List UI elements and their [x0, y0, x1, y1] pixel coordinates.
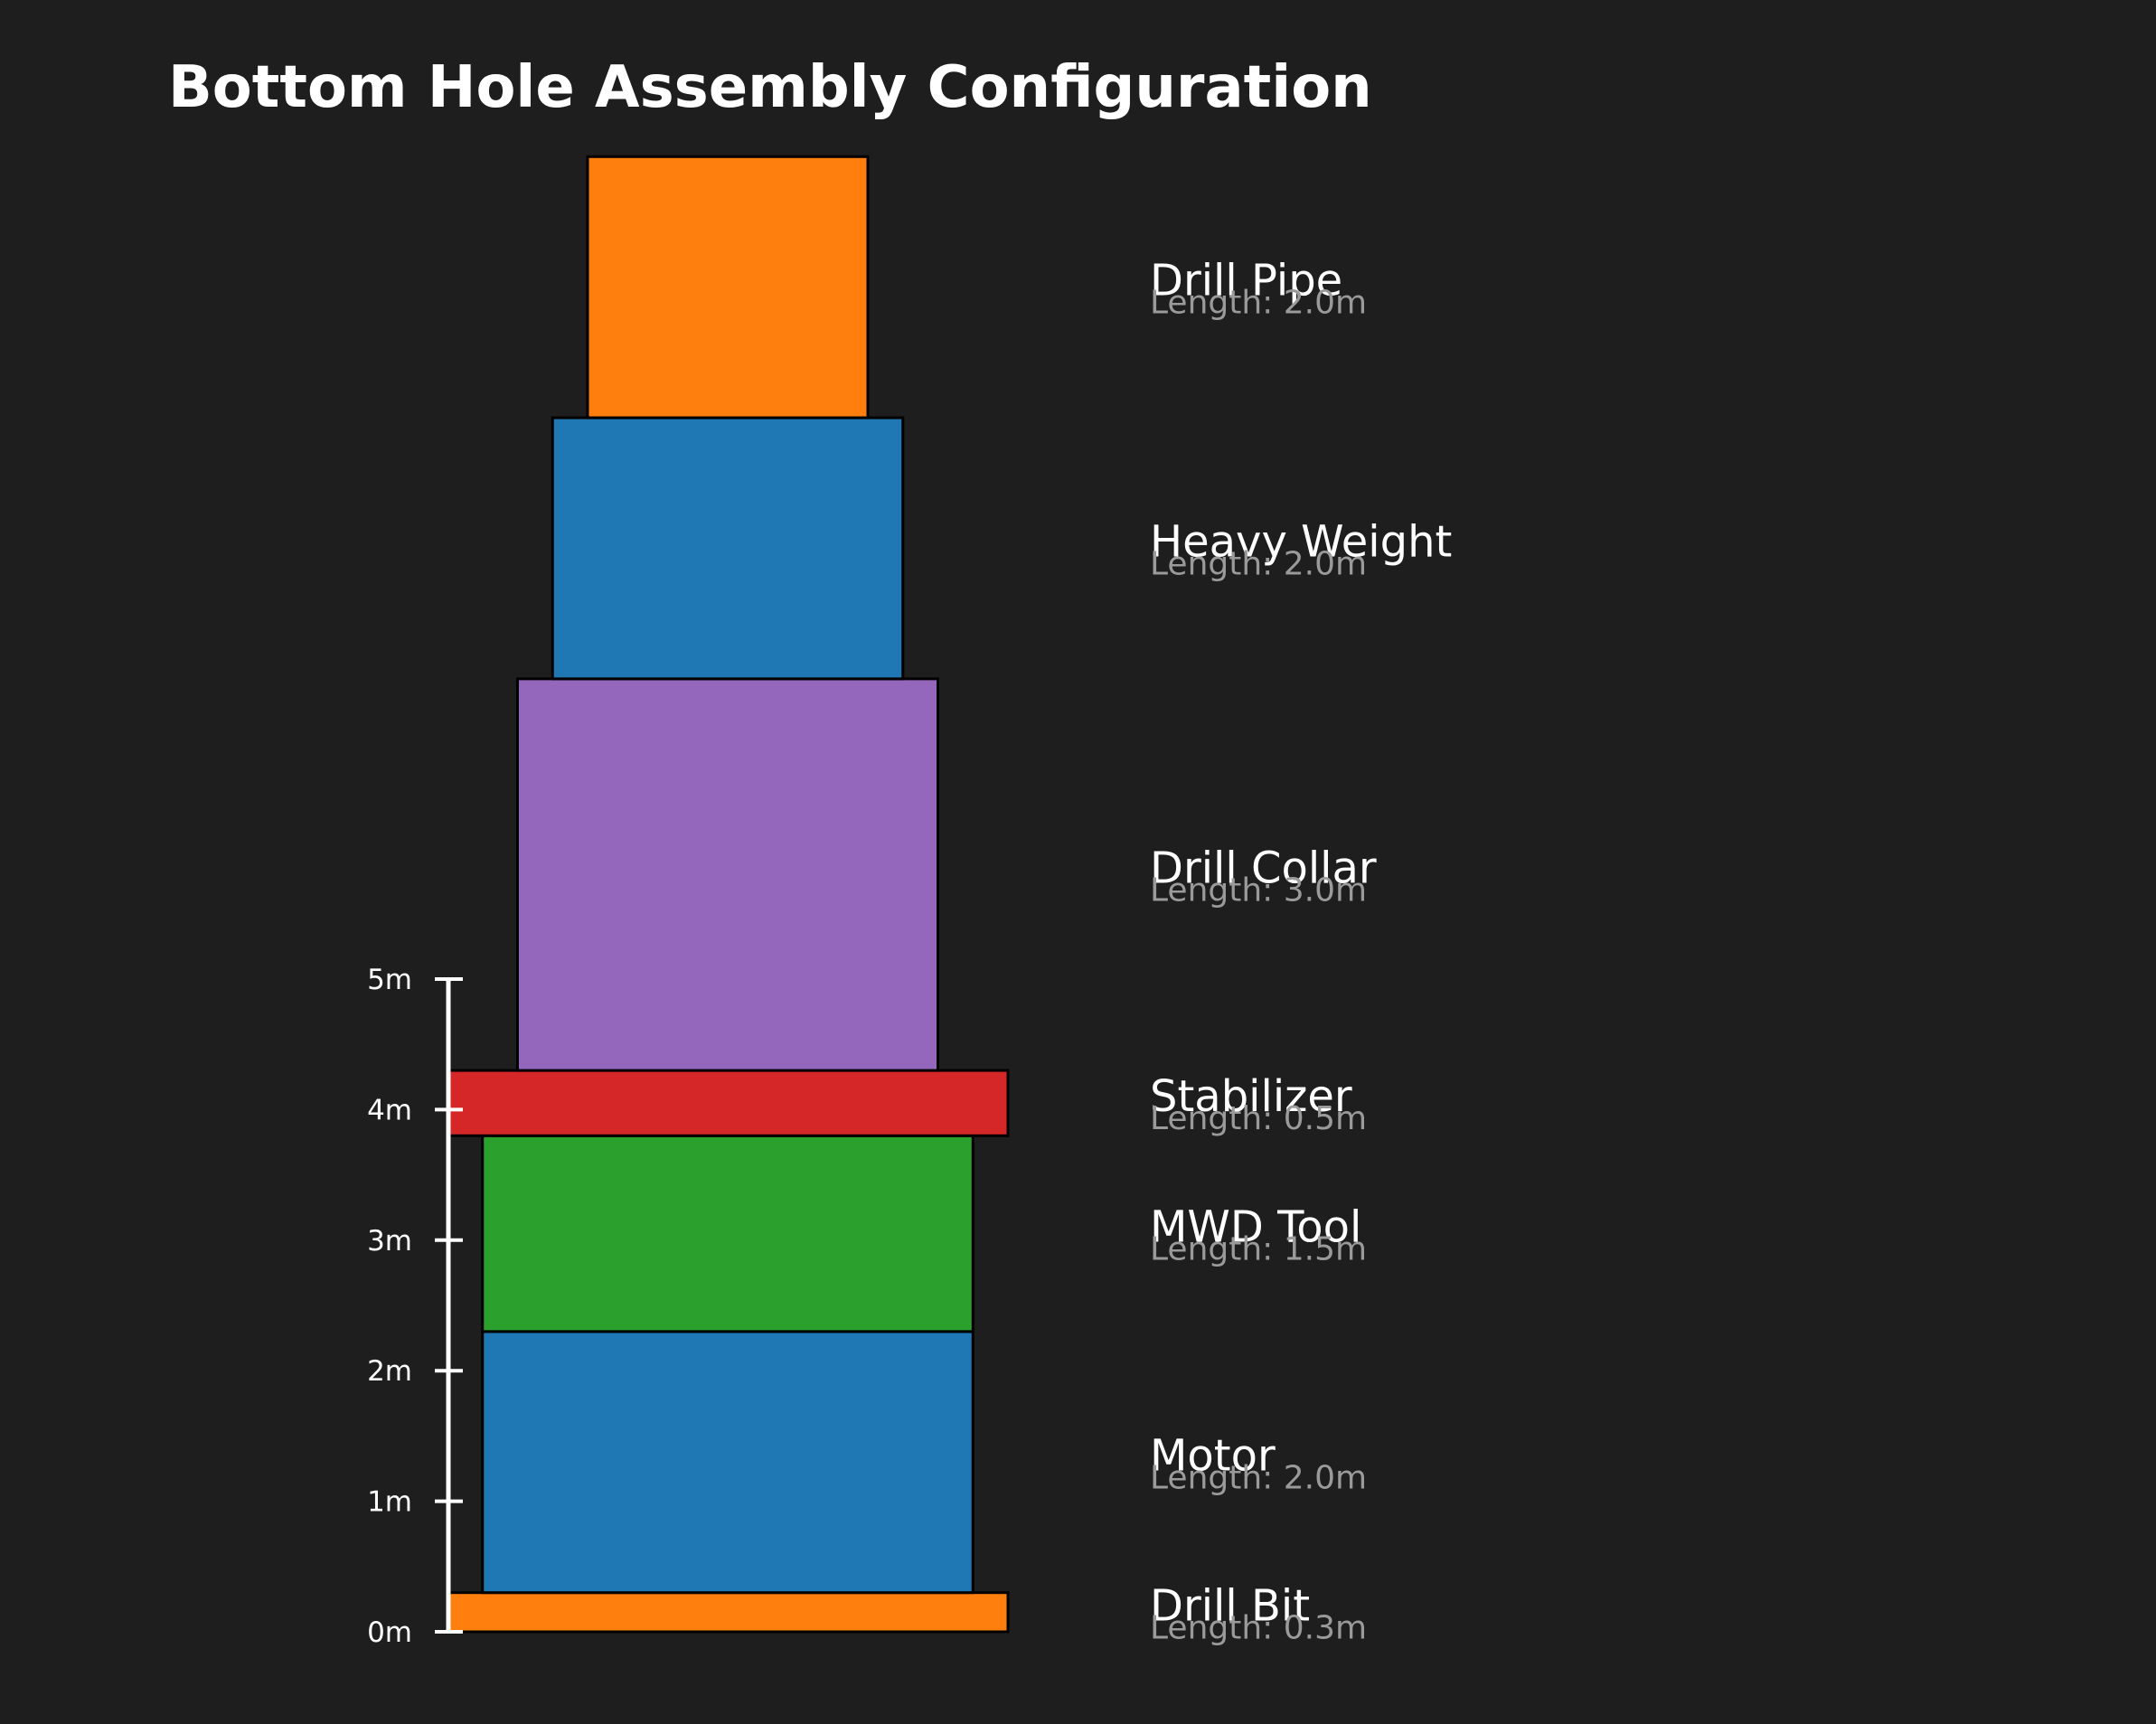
- label-drill-collar: Drill Collar: [1150, 843, 1377, 893]
- label-drill-bit: Drill Bit: [1150, 1580, 1310, 1631]
- length-mwd-tool: Length: 1.5m: [1150, 1231, 1367, 1268]
- length-heavy-weight: Length: 2.0m: [1150, 545, 1367, 582]
- length-stabilizer: Length: 0.5m: [1150, 1100, 1367, 1137]
- component-drill-bit: [446, 1591, 1010, 1634]
- chart-title: Bottom Hole Assembly Configuration: [168, 54, 1372, 121]
- component-stabilizer: [446, 1069, 1010, 1137]
- component-heavy-weight: [551, 416, 905, 681]
- scale-tick-label: 4m: [367, 1094, 412, 1126]
- scale-tick-label: 2m: [367, 1355, 412, 1388]
- component-mwd-tool: [481, 1134, 974, 1333]
- component-drill-pipe: [586, 155, 870, 419]
- label-mwd-tool: MWD Tool: [1150, 1202, 1361, 1253]
- label-stabilizer: Stabilizer: [1150, 1071, 1352, 1122]
- component-motor: [481, 1330, 974, 1595]
- length-motor: Length: 2.0m: [1150, 1459, 1367, 1496]
- depth-scale: 0m 1m 2m 3m 4m 5m: [367, 964, 463, 1649]
- scale-tick-label: 0m: [367, 1616, 412, 1649]
- length-drill-collar: Length: 3.0m: [1150, 871, 1367, 909]
- length-drill-bit: Length: 0.3m: [1150, 1609, 1367, 1646]
- components-layer: [446, 155, 1010, 1634]
- label-drill-pipe: Drill Pipe: [1150, 256, 1342, 306]
- scale-tick-label: 1m: [367, 1486, 412, 1519]
- label-heavy-weight: Heavy Weight: [1150, 516, 1452, 567]
- length-drill-pipe: Length: 2.0m: [1150, 285, 1367, 322]
- component-drill-collar: [516, 677, 939, 1072]
- scale-tick-label: 3m: [367, 1225, 412, 1258]
- scale-tick-label: 5m: [367, 964, 412, 996]
- label-motor: Motor: [1150, 1430, 1276, 1481]
